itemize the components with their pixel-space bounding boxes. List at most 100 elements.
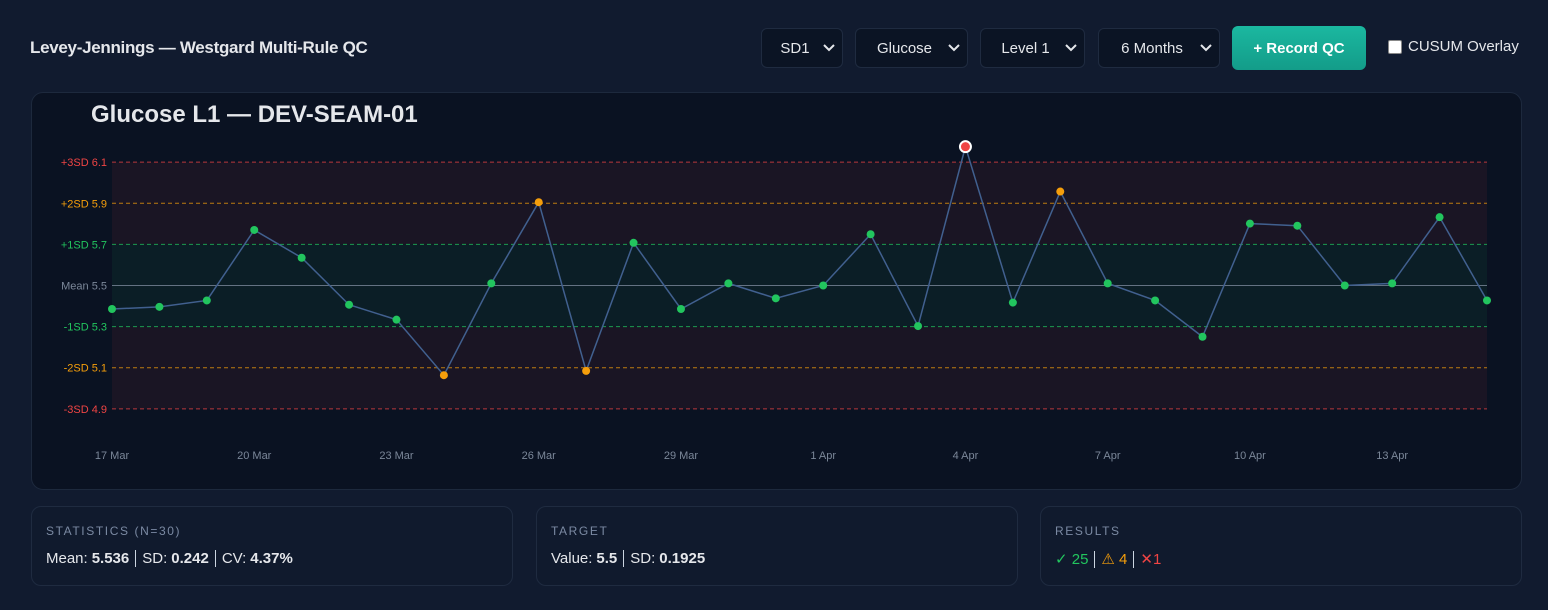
data-point xyxy=(1340,281,1349,290)
data-point xyxy=(345,300,354,309)
zone-band xyxy=(112,367,1487,409)
card-values: Mean: 5.536 SD: 0.242 CV: 4.37% xyxy=(46,550,498,567)
separator xyxy=(135,550,137,567)
data-point xyxy=(1056,187,1065,196)
card-values: Value: 5.5 SD: 0.1925 xyxy=(551,550,1003,567)
card-label: RESULTS xyxy=(1055,524,1121,538)
chevron xyxy=(823,44,835,52)
dropdown[interactable]: Glucose xyxy=(855,28,968,68)
x-tick-label: 23 Mar xyxy=(379,450,414,462)
zone-band xyxy=(112,244,1487,286)
page-title: Levey-Jennings — Westgard Multi-Rule QC xyxy=(30,38,368,57)
warn-count: ⚠ 4 xyxy=(1101,551,1128,568)
chevron xyxy=(1200,44,1212,52)
zone-band xyxy=(112,326,1487,368)
results-card: RESULTS ✓ 25 ⚠ 4 ✕1 xyxy=(1040,506,1522,586)
data-point xyxy=(392,315,401,324)
data-point xyxy=(1198,332,1207,341)
data-point xyxy=(629,238,638,247)
x-tick-label: 4 Apr xyxy=(953,450,979,462)
y-tick-label: Mean 5.5 xyxy=(61,281,107,293)
x-tick-label: 26 Mar xyxy=(522,450,557,462)
data-point xyxy=(155,302,164,311)
data-point xyxy=(819,281,828,290)
data-point xyxy=(724,279,733,288)
x-tick-label: 10 Apr xyxy=(1234,450,1266,462)
data-point xyxy=(1293,221,1302,230)
data-point xyxy=(439,371,448,380)
chevron xyxy=(948,44,960,52)
stat-value: 5.536 xyxy=(91,550,130,567)
chart-title: Glucose L1 — DEV-SEAM-01 xyxy=(91,101,418,128)
chart: Glucose L1 — DEV-SEAM-01 -3SD 4.9 -2SD 5.… xyxy=(61,101,1491,462)
y-tick-label: -3SD 4.9 xyxy=(64,404,107,416)
data-point xyxy=(487,279,496,288)
dropdown[interactable]: 6 Months xyxy=(1098,28,1220,68)
pass-count: ✓ 25 xyxy=(1055,551,1089,568)
data-point xyxy=(1435,213,1444,222)
x-tick-label: 17 Mar xyxy=(95,450,130,462)
stat-key: Value: xyxy=(551,550,593,567)
checkbox-label: CUSUM Overlay xyxy=(1408,38,1519,55)
x-tick-label: 20 Mar xyxy=(237,450,272,462)
y-tick-label: +3SD 6.1 xyxy=(61,157,107,169)
zone-band xyxy=(112,203,1487,245)
card-label: TARGET xyxy=(551,524,609,538)
x-tick-label: 7 Apr xyxy=(1095,450,1121,462)
cusum-toggle[interactable]: CUSUM Overlay xyxy=(1388,38,1519,55)
data-point xyxy=(1245,219,1254,228)
dropdown-value: Level 1 xyxy=(1001,39,1050,57)
data-point xyxy=(250,225,259,234)
stat-value: 0.1925 xyxy=(659,550,706,567)
stat-key: Mean: xyxy=(46,550,88,567)
chart-panel xyxy=(31,92,1522,490)
data-point xyxy=(1008,298,1017,307)
data-point xyxy=(108,304,116,313)
dropdown[interactable]: Level 1 xyxy=(980,28,1085,68)
dropdown-value: SD1 xyxy=(780,39,810,57)
dropdown[interactable]: SD1 xyxy=(761,28,843,68)
data-point xyxy=(866,230,875,239)
separator xyxy=(214,550,216,567)
data-point xyxy=(1103,279,1112,288)
checkbox[interactable] xyxy=(1388,39,1402,54)
y-tick-label: -1SD 5.3 xyxy=(64,322,107,334)
y-tick-label: +2SD 5.9 xyxy=(61,198,107,210)
separator xyxy=(623,550,625,567)
stat-value: 5.5 xyxy=(596,550,618,567)
x-tick-label: 1 Apr xyxy=(810,450,836,462)
data-point xyxy=(771,294,780,303)
dropdown-value: Glucose xyxy=(876,39,933,57)
data-point xyxy=(297,253,306,262)
y-tick-label: -2SD 5.1 xyxy=(64,363,107,375)
data-point xyxy=(1151,296,1160,305)
y-tick-label: +1SD 5.7 xyxy=(61,239,107,251)
stats-card: STATISTICS (N=30) Mean: 5.536 SD: 0.242 CV: 4.… xyxy=(31,506,513,586)
separator xyxy=(1094,550,1096,568)
data-point xyxy=(1483,296,1491,305)
x-tick-label: 29 Mar xyxy=(664,450,699,462)
dropdown-value: 6 Months xyxy=(1121,39,1183,57)
chevron xyxy=(1065,44,1077,52)
card-label: STATISTICS (N=30) xyxy=(46,524,182,538)
data-point xyxy=(202,296,211,305)
x-tick-label: 13 Apr xyxy=(1376,450,1408,462)
data-point xyxy=(958,140,972,154)
target-card: TARGET Value: 5.5 SD: 0.1925 xyxy=(536,506,1018,586)
series-line xyxy=(111,143,1488,377)
data-point xyxy=(914,322,923,331)
data-point xyxy=(534,198,543,207)
zone-band xyxy=(112,162,1487,204)
stat-key: CV: xyxy=(221,550,247,567)
record-button[interactable]: + Record QC xyxy=(1232,26,1366,70)
stat-key: SD: xyxy=(630,550,656,567)
card-values: ✓ 25 ⚠ 4 ✕1 xyxy=(1055,550,1507,568)
separator xyxy=(1133,550,1135,568)
data-point xyxy=(676,304,685,313)
data-point xyxy=(1388,279,1397,288)
stat-value: 0.242 xyxy=(171,550,209,567)
data-point xyxy=(582,366,591,375)
fail-count: ✕1 xyxy=(1140,551,1162,568)
stat-key: SD: xyxy=(142,550,168,567)
